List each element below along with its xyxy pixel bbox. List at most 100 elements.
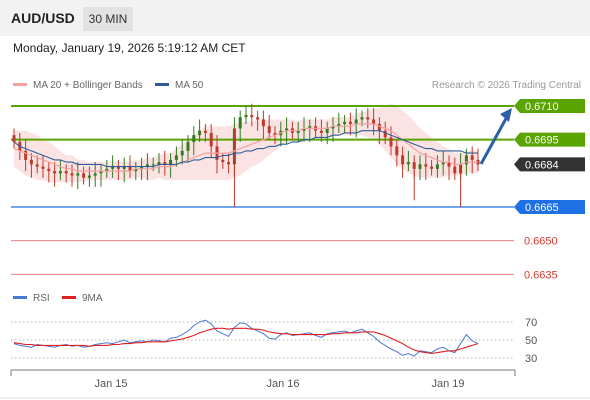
candle-body xyxy=(198,130,202,136)
candle xyxy=(99,164,103,187)
candle xyxy=(93,162,97,187)
rsi-swatch xyxy=(13,295,27,299)
level-badge-0.6684: 0.6684 xyxy=(514,157,585,172)
level-badge-0.6665: 0.6665 xyxy=(514,200,585,214)
candle-body xyxy=(377,123,381,131)
rsi-tick-30: 30 xyxy=(525,353,537,365)
candle-body xyxy=(163,162,167,165)
candle xyxy=(395,139,399,167)
candle-body xyxy=(35,164,39,167)
candle xyxy=(319,119,323,142)
candle xyxy=(256,110,260,131)
instrument-title: AUD/USD xyxy=(11,10,75,26)
candle-body xyxy=(285,128,289,131)
candle-body xyxy=(406,162,410,165)
candle-body xyxy=(319,130,323,133)
candle xyxy=(267,114,271,140)
level-label-0.6650: 0.6650 xyxy=(524,236,558,248)
candle-body xyxy=(128,166,132,172)
level-badge-shape xyxy=(514,99,585,113)
candle-body xyxy=(267,126,271,133)
candle-body xyxy=(395,146,399,156)
candle-body xyxy=(389,137,393,147)
candle-body xyxy=(447,162,451,167)
candle-body xyxy=(383,130,387,138)
candle-body xyxy=(412,162,416,169)
candle-body xyxy=(41,166,45,169)
candle xyxy=(105,159,109,178)
candle xyxy=(470,146,474,174)
candle-body xyxy=(360,117,364,120)
forecast-arrow-shaft xyxy=(479,114,510,165)
candle-body xyxy=(441,162,445,165)
candle-body xyxy=(302,128,306,131)
candle-body xyxy=(464,155,468,165)
ma20-line xyxy=(13,123,478,172)
candle xyxy=(87,166,91,187)
bollinger-swatch xyxy=(13,82,27,86)
candle-body xyxy=(93,173,97,176)
candle-body xyxy=(453,166,457,174)
candle-body xyxy=(134,168,138,172)
candle-body xyxy=(261,119,265,127)
ma9-label: 9MA xyxy=(82,293,103,304)
candle-body xyxy=(12,135,16,142)
candle xyxy=(435,155,439,178)
candle-body xyxy=(140,166,144,169)
candle-body xyxy=(470,155,474,160)
candle-body xyxy=(29,159,33,165)
candle xyxy=(343,114,347,133)
rsi-label: RSI xyxy=(33,293,50,304)
candle-body xyxy=(122,166,126,169)
x-tick-label: Jan 19 xyxy=(431,378,464,390)
rsi-tick-50: 50 xyxy=(525,335,537,347)
candle xyxy=(24,139,28,172)
candle xyxy=(116,159,120,181)
candle-body xyxy=(151,164,155,166)
candle xyxy=(47,162,51,183)
timeframe-button[interactable]: 30 MIN xyxy=(83,7,133,31)
candle xyxy=(430,159,434,176)
candle-body xyxy=(401,155,405,165)
candle-body xyxy=(99,171,103,174)
candle-body xyxy=(418,164,422,169)
candle xyxy=(53,162,57,187)
candle xyxy=(406,150,410,172)
candle-body xyxy=(186,141,190,151)
level-label-0.6635: 0.6635 xyxy=(524,269,558,281)
level-badge-shape xyxy=(514,157,585,172)
candle xyxy=(325,121,329,145)
candle-body xyxy=(58,171,62,174)
ma50-line xyxy=(13,130,478,168)
legend-ma50: MA 50 xyxy=(155,80,203,91)
candle xyxy=(41,155,45,178)
candle-body xyxy=(354,119,358,124)
candle xyxy=(261,110,265,140)
candle-body xyxy=(87,175,91,178)
candle-body xyxy=(238,117,242,129)
candle-body xyxy=(209,132,213,147)
candle-body xyxy=(76,173,80,176)
candle xyxy=(227,153,231,174)
candle-body xyxy=(145,164,149,167)
candle xyxy=(238,110,242,142)
candle-body xyxy=(105,168,109,172)
candle-body xyxy=(82,173,86,178)
candle xyxy=(64,164,68,183)
candle-body xyxy=(174,155,178,160)
candle-body xyxy=(111,166,115,169)
candle xyxy=(76,162,80,190)
candle-body xyxy=(157,162,161,165)
candle xyxy=(441,150,445,176)
ma50-swatch xyxy=(155,82,169,86)
candle-body xyxy=(308,126,312,129)
bollinger-label: MA 20 + Bollinger Bands xyxy=(33,80,143,91)
candle xyxy=(337,112,341,133)
candle-body xyxy=(53,171,57,174)
candle xyxy=(169,153,173,178)
level-badge-0.6695: 0.6695 xyxy=(514,132,585,147)
candle xyxy=(296,121,300,142)
candle xyxy=(180,139,184,165)
candle xyxy=(203,123,207,142)
